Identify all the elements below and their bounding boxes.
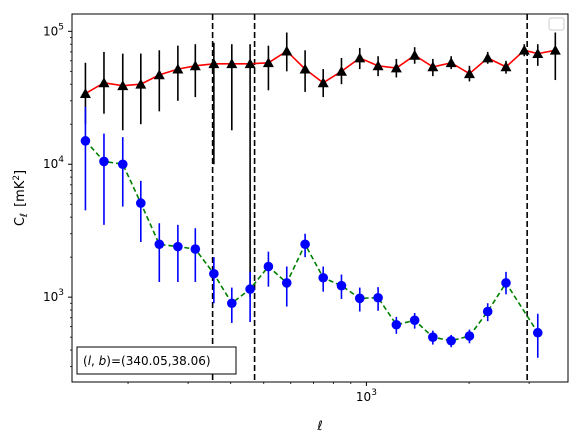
vertical-lines-layer [211,14,528,382]
series-1-point [463,68,475,79]
series-1-point [98,77,110,88]
series-2-point [464,331,475,341]
y-axis-label: Cℓ[mK2] [12,170,30,226]
series-2-point [318,272,329,283]
series-1-point [335,65,347,76]
series-2-point [209,268,219,279]
y-tick-label: 103 [43,288,64,304]
annotation-text: (l, b)=(340.05,38.06) [83,354,211,368]
series-2-point [532,327,543,338]
plot-area [72,14,568,382]
series-1-point [317,77,329,88]
y-tick-label: 104 [43,155,64,171]
annotation-box [76,346,237,375]
series-2-point [281,278,292,288]
series-2-point [501,278,511,288]
series-2-point [354,293,365,304]
series-1-point [500,61,512,72]
series-1-point [117,80,129,91]
series-1-point [445,57,457,68]
series-1-point [427,61,439,72]
series-1-point [208,58,220,69]
series-2-point [99,156,109,167]
coordinate-annotation: (l, b)=(340.05,38.06) [76,346,237,375]
series-2-point [136,198,146,208]
series-1-point [135,78,147,89]
series-1-point [79,88,91,98]
series-1-point [153,69,165,80]
series-1-point [299,63,311,74]
series-1-point [244,58,256,69]
series-1-point [409,49,421,60]
series-1-point [262,57,274,68]
series-1-point [549,44,561,55]
series-2-point [300,239,310,250]
series-1-point [532,48,544,58]
series-2-point [245,284,255,294]
plot-frame [71,13,569,383]
series-1-point [354,52,366,63]
series-2-point [154,239,165,250]
series-2-point [173,241,183,252]
x-axis-label: ℓ [316,419,322,434]
legend-box [548,17,565,31]
series-2-point [190,244,201,254]
series-1-point [372,60,384,71]
series-1-point [172,63,184,74]
series-2-point [227,298,237,309]
y-tick-label: 105 [43,22,64,38]
series-2-point [373,292,383,303]
series-2-point [117,159,128,170]
series-2-point [263,261,274,272]
x-tick-label: 103 [356,388,377,404]
series-2-point [391,319,402,330]
series-2-point [482,306,493,317]
series-1-point [281,45,293,56]
series-2-point [409,315,420,326]
series-2-point [428,332,438,342]
series-2-point [80,136,91,146]
series-1-point [518,44,530,55]
markers-layer [79,44,561,346]
series-1-point [189,60,201,71]
series-1-point [226,58,238,69]
series-2-point [336,280,347,291]
series-1-point [482,52,494,63]
series-1-point [390,62,402,73]
series-2-point [446,335,456,346]
